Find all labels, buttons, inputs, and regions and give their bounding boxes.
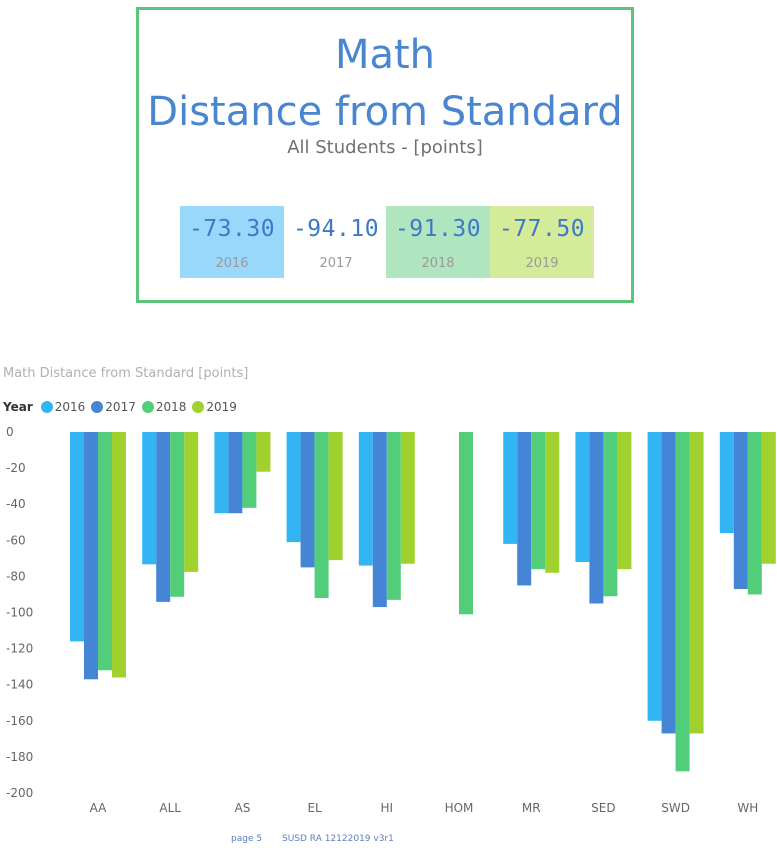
bar-EL-2017[interactable]: [300, 432, 315, 568]
footer-page: page 5: [231, 834, 263, 844]
bar-chart: 0 -20 -40 -60 -80 -100 -120 -140 -160 -180 -200 AA A…: [6, 425, 776, 815]
legend-dot-icon: [141, 401, 154, 413]
bar-HI-2018[interactable]: [386, 432, 401, 600]
bar-ALL-2017[interactable]: [156, 432, 171, 602]
legend-label: 2017: [105, 400, 136, 414]
legend-dot-icon: [40, 401, 53, 413]
x-tick-label: MR: [522, 801, 541, 815]
y-tick-label: -100: [6, 606, 33, 620]
kpi-value: -94.10: [292, 216, 380, 242]
bar-SED-2019[interactable]: [617, 432, 632, 570]
card-title-metric: Distance from Standard: [147, 89, 623, 135]
bar-AA-2019[interactable]: [112, 432, 126, 678]
legend-label: 2019: [206, 400, 237, 414]
footer-version: SUSD RA 12122019 v3r1: [282, 834, 394, 844]
bar-WH-2018[interactable]: [747, 432, 762, 595]
y-tick-label: -140: [6, 678, 33, 692]
bar-ALL-2019[interactable]: [184, 432, 199, 572]
bar-HI-2016[interactable]: [358, 432, 373, 566]
chart-legend: Year 2016 2017 2018 2019: [3, 398, 243, 416]
bar-AS-2019[interactable]: [256, 432, 271, 472]
x-tick-label: SED: [591, 801, 615, 815]
y-tick-label: -180: [6, 750, 33, 764]
chart-title: Math Distance from Standard [points]: [3, 366, 249, 381]
bar-MR-2018[interactable]: [531, 432, 546, 570]
y-tick-label: -60: [6, 533, 26, 547]
legend-label: 2016: [54, 400, 86, 414]
legend-item-2019[interactable]: 2019: [192, 400, 237, 414]
bar-EL-2016[interactable]: [286, 432, 301, 543]
bar-SWD-2018[interactable]: [675, 432, 690, 772]
bar-HOM-2018[interactable]: [459, 432, 473, 615]
x-tick-label: SWD: [661, 801, 690, 815]
bar-SED-2017[interactable]: [589, 432, 604, 604]
bar-WH-2016[interactable]: [719, 432, 734, 534]
bar-ALL-2018[interactable]: [170, 432, 185, 597]
kpi-year: 2018: [421, 256, 455, 271]
x-tick-label: HOM: [445, 801, 474, 815]
kpi-value: -91.30: [394, 216, 482, 242]
bar-AS-2017[interactable]: [228, 432, 243, 514]
x-tick-label: HI: [381, 801, 394, 815]
bar-SWD-2016[interactable]: [647, 432, 662, 721]
kpi-year: 2019: [525, 256, 559, 271]
bar-ALL-2016[interactable]: [142, 432, 157, 565]
legend-item-2017[interactable]: 2017: [91, 400, 136, 414]
bar-SWD-2019[interactable]: [689, 432, 704, 734]
kpi-2017: -94.10 2017: [284, 206, 388, 278]
legend-label: 2018: [155, 400, 187, 414]
bar-SWD-2017[interactable]: [661, 432, 676, 734]
kpi-2016: -73.30 2016: [180, 206, 284, 278]
bar-AA-2016[interactable]: [70, 432, 84, 642]
x-tick-label: AS: [234, 801, 250, 815]
bar-WH-2017[interactable]: [733, 432, 748, 590]
card-subtitle: All Students - [points]: [287, 137, 483, 158]
y-tick-label: -80: [6, 569, 26, 583]
kpi-card: Math Distance from Standard All Students…: [136, 7, 634, 303]
y-tick-label: -40: [6, 497, 26, 511]
bar-HI-2019[interactable]: [400, 432, 415, 564]
kpi-2018: -91.30 2018: [386, 206, 490, 278]
kpi-year: 2016: [215, 256, 249, 271]
y-tick-label: -120: [6, 642, 33, 656]
bar-EL-2019[interactable]: [328, 432, 343, 561]
y-tick-label: 0: [6, 425, 14, 439]
x-tick-label: EL: [307, 801, 322, 815]
bar-AA-2017[interactable]: [84, 432, 98, 680]
x-tick-label: ALL: [159, 801, 181, 815]
kpi-value: -73.30: [188, 216, 276, 242]
legend-dot-icon: [192, 401, 205, 413]
bar-SED-2018[interactable]: [603, 432, 618, 597]
bar-MR-2016[interactable]: [503, 432, 518, 544]
bar-MR-2019[interactable]: [545, 432, 560, 573]
legend-item-2016[interactable]: 2016: [40, 400, 86, 414]
x-tick-label: AA: [90, 801, 108, 815]
kpi-2019: -77.50 2019: [490, 206, 594, 278]
y-tick-label: -20: [6, 461, 26, 475]
bar-HI-2017[interactable]: [372, 432, 387, 608]
legend-item-2018[interactable]: 2018: [141, 400, 187, 414]
bar-SED-2016[interactable]: [575, 432, 590, 562]
x-tick-label: WH: [737, 801, 758, 815]
bar-AS-2018[interactable]: [242, 432, 257, 508]
y-tick-label: -160: [6, 714, 33, 728]
legend-dot-icon: [91, 401, 104, 413]
card-title-subject: Math: [334, 32, 436, 78]
kpi-value: -77.50: [498, 216, 586, 242]
bar-WH-2019[interactable]: [761, 432, 776, 564]
bar-EL-2018[interactable]: [314, 432, 329, 599]
bar-AA-2018[interactable]: [98, 432, 112, 671]
bar-MR-2017[interactable]: [517, 432, 532, 586]
legend-title: Year: [3, 400, 33, 414]
kpi-year: 2017: [319, 256, 353, 271]
y-tick-label: -200: [6, 786, 33, 800]
bar-AS-2016[interactable]: [214, 432, 229, 514]
